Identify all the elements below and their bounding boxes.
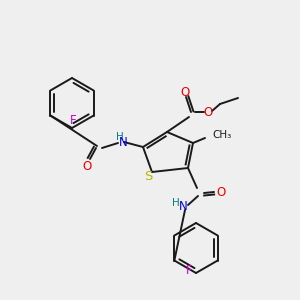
Text: O: O [203, 106, 213, 118]
Text: N: N [178, 200, 188, 212]
Text: O: O [216, 185, 226, 199]
Text: H: H [172, 198, 180, 208]
Text: N: N [118, 136, 127, 149]
Text: O: O [180, 85, 190, 98]
Text: F: F [186, 265, 192, 278]
Text: S: S [144, 170, 152, 184]
Text: F: F [70, 115, 76, 128]
Text: CH₃: CH₃ [212, 130, 231, 140]
Text: O: O [82, 160, 91, 173]
Text: H: H [116, 132, 124, 142]
